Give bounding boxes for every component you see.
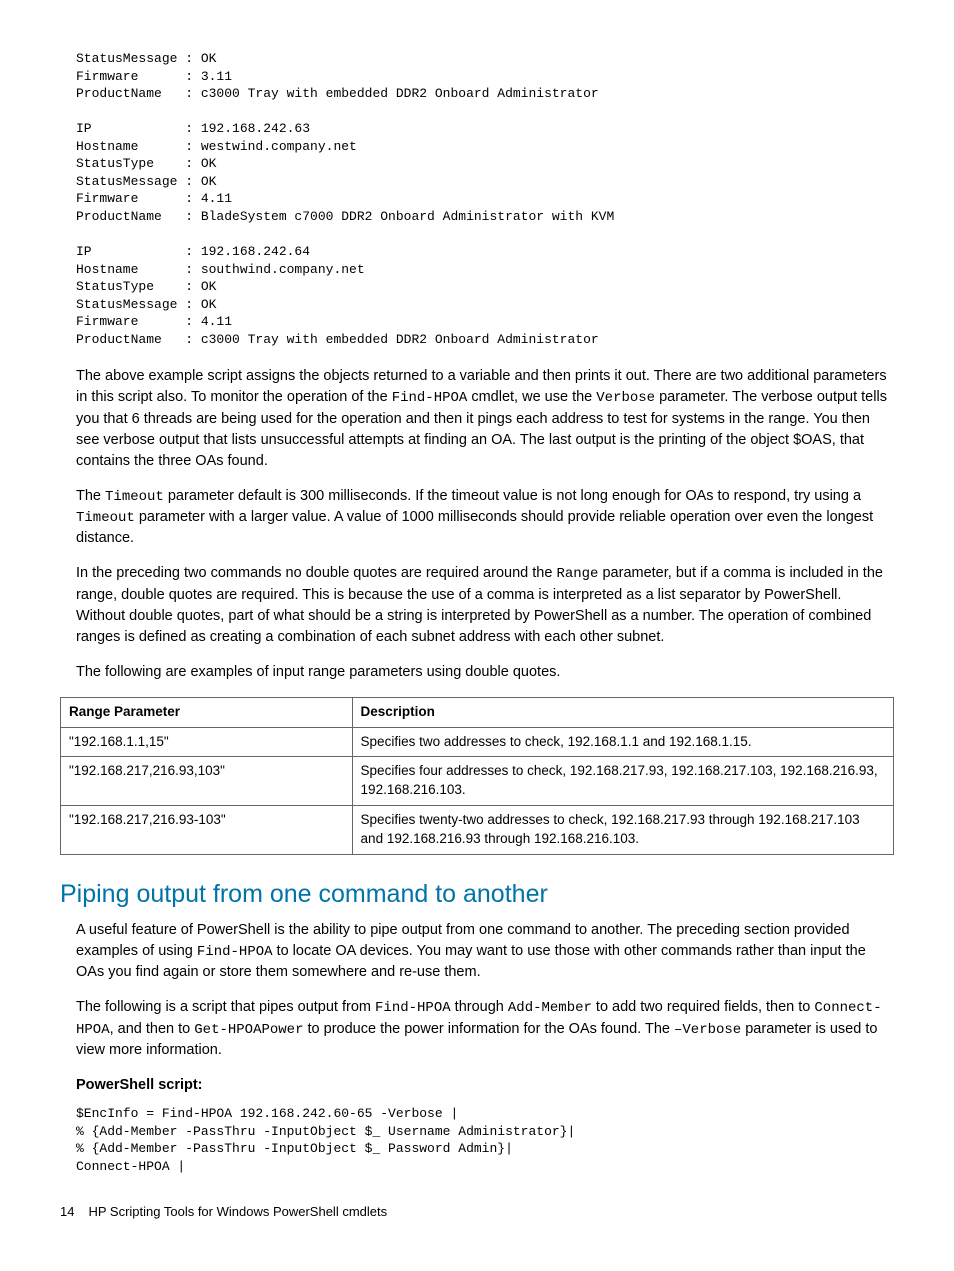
para-6: The following is a script that pipes out… bbox=[76, 997, 894, 1061]
col-header: Range Parameter bbox=[61, 697, 353, 727]
inline-code: Find-HPOA bbox=[197, 944, 273, 960]
text: parameter default is 300 milliseconds. I… bbox=[164, 488, 861, 504]
inline-code: Add-Member bbox=[508, 1000, 592, 1016]
para-2: The Timeout parameter default is 300 mil… bbox=[76, 486, 894, 550]
cell: Specifies two addresses to check, 192.16… bbox=[352, 727, 893, 757]
table-row: "192.168.217,216.93,103" Specifies four … bbox=[61, 757, 894, 806]
col-header: Description bbox=[352, 697, 893, 727]
cell: "192.168.217,216.93-103" bbox=[61, 806, 353, 855]
inline-code: Find-HPOA bbox=[375, 1000, 451, 1016]
footer-title: HP Scripting Tools for Windows PowerShel… bbox=[88, 1204, 387, 1219]
text: parameter with a larger value. A value o… bbox=[76, 509, 873, 546]
cell: "192.168.217,216.93,103" bbox=[61, 757, 353, 806]
text: , and then to bbox=[110, 1021, 195, 1037]
text: In the preceding two commands no double … bbox=[76, 565, 556, 581]
text: to add two required fields, then to bbox=[592, 999, 814, 1015]
text: to produce the power information for the… bbox=[303, 1021, 674, 1037]
page-number: 14 bbox=[60, 1204, 74, 1219]
script-label: PowerShell script: bbox=[76, 1075, 894, 1095]
cell: Specifies twenty-two addresses to check,… bbox=[352, 806, 893, 855]
table-row: "192.168.1.1,15" Specifies two addresses… bbox=[61, 727, 894, 757]
inline-code: –Verbose bbox=[674, 1022, 741, 1038]
text: cmdlet, we use the bbox=[467, 389, 596, 405]
code-script-2: $EncInfo = Find-HPOA 192.168.242.60-65 -… bbox=[76, 1105, 894, 1175]
text: through bbox=[451, 999, 508, 1015]
table-header-row: Range Parameter Description bbox=[61, 697, 894, 727]
text: The following is a script that pipes out… bbox=[76, 999, 375, 1015]
code-output-1: StatusMessage : OK Firmware : 3.11 Produ… bbox=[76, 50, 894, 348]
inline-code: Timeout bbox=[105, 489, 164, 505]
page-footer: 14 HP Scripting Tools for Windows PowerSh… bbox=[60, 1203, 894, 1221]
range-parameter-table: Range Parameter Description "192.168.1.1… bbox=[60, 697, 894, 855]
para-4: The following are examples of input rang… bbox=[76, 662, 894, 683]
para-3: In the preceding two commands no double … bbox=[76, 563, 894, 647]
cell: "192.168.1.1,15" bbox=[61, 727, 353, 757]
inline-code: Verbose bbox=[596, 390, 655, 406]
inline-code: Timeout bbox=[76, 510, 135, 526]
text: The bbox=[76, 488, 105, 504]
inline-code: Get-HPOAPower bbox=[194, 1022, 303, 1038]
cell: Specifies four addresses to check, 192.1… bbox=[352, 757, 893, 806]
para-5: A useful feature of PowerShell is the ab… bbox=[76, 920, 894, 983]
inline-code: Find-HPOA bbox=[392, 390, 468, 406]
inline-code: Range bbox=[556, 566, 598, 582]
para-1: The above example script assigns the obj… bbox=[76, 366, 894, 471]
section-heading: Piping output from one command to anothe… bbox=[60, 877, 894, 912]
table-row: "192.168.217,216.93-103" Specifies twent… bbox=[61, 806, 894, 855]
